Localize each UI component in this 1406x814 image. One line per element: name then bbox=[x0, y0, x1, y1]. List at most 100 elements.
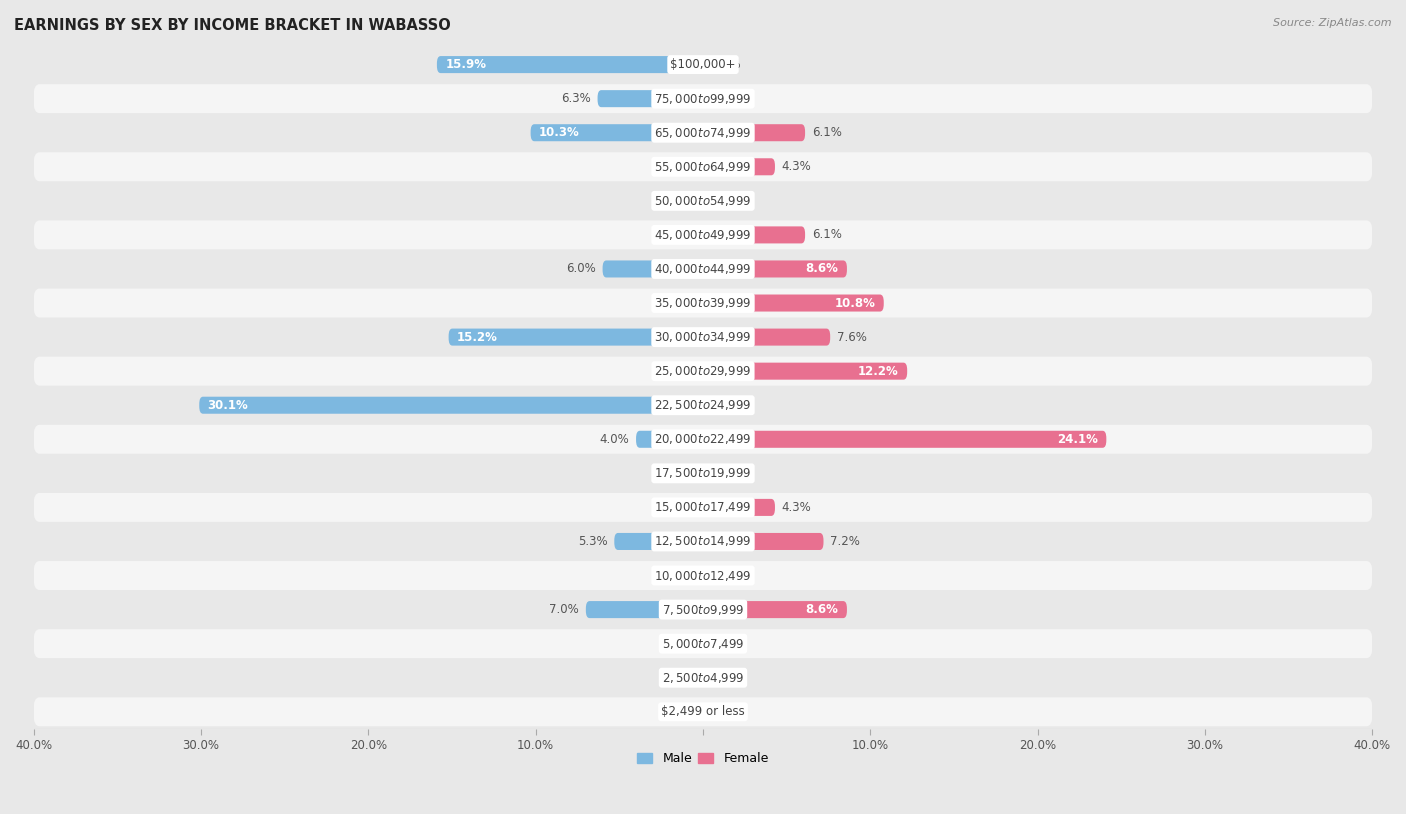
Text: $65,000 to $74,999: $65,000 to $74,999 bbox=[654, 125, 752, 140]
FancyBboxPatch shape bbox=[449, 329, 703, 346]
FancyBboxPatch shape bbox=[34, 459, 1372, 488]
FancyBboxPatch shape bbox=[703, 465, 709, 482]
Text: $22,500 to $24,999: $22,500 to $24,999 bbox=[654, 398, 752, 412]
FancyBboxPatch shape bbox=[34, 493, 1372, 522]
FancyBboxPatch shape bbox=[34, 663, 1372, 692]
Text: 0.0%: 0.0% bbox=[665, 672, 695, 685]
FancyBboxPatch shape bbox=[703, 363, 907, 379]
FancyBboxPatch shape bbox=[34, 595, 1372, 624]
FancyBboxPatch shape bbox=[703, 669, 709, 686]
Text: $17,500 to $19,999: $17,500 to $19,999 bbox=[654, 466, 752, 480]
FancyBboxPatch shape bbox=[34, 391, 1372, 420]
FancyBboxPatch shape bbox=[34, 84, 1372, 113]
Text: $5,000 to $7,499: $5,000 to $7,499 bbox=[662, 637, 744, 650]
FancyBboxPatch shape bbox=[34, 186, 1372, 216]
Text: $100,000+: $100,000+ bbox=[671, 58, 735, 71]
FancyBboxPatch shape bbox=[697, 295, 703, 312]
Text: $35,000 to $39,999: $35,000 to $39,999 bbox=[654, 296, 752, 310]
Text: 0.0%: 0.0% bbox=[711, 467, 741, 479]
FancyBboxPatch shape bbox=[34, 288, 1372, 317]
FancyBboxPatch shape bbox=[598, 90, 703, 107]
FancyBboxPatch shape bbox=[703, 601, 846, 618]
FancyBboxPatch shape bbox=[34, 50, 1372, 79]
FancyBboxPatch shape bbox=[697, 363, 703, 379]
Text: $7,500 to $9,999: $7,500 to $9,999 bbox=[662, 602, 744, 616]
FancyBboxPatch shape bbox=[697, 192, 703, 209]
Text: 10.3%: 10.3% bbox=[538, 126, 579, 139]
FancyBboxPatch shape bbox=[697, 669, 703, 686]
Text: 6.1%: 6.1% bbox=[811, 229, 842, 242]
FancyBboxPatch shape bbox=[703, 499, 775, 516]
FancyBboxPatch shape bbox=[614, 533, 703, 550]
Text: 0.0%: 0.0% bbox=[665, 365, 695, 378]
Text: 0.0%: 0.0% bbox=[665, 296, 695, 309]
FancyBboxPatch shape bbox=[703, 125, 806, 142]
Text: 15.9%: 15.9% bbox=[446, 58, 486, 71]
FancyBboxPatch shape bbox=[703, 703, 709, 720]
Text: 0.0%: 0.0% bbox=[665, 229, 695, 242]
Text: 4.0%: 4.0% bbox=[599, 433, 630, 446]
FancyBboxPatch shape bbox=[703, 567, 709, 584]
FancyBboxPatch shape bbox=[586, 601, 703, 618]
FancyBboxPatch shape bbox=[34, 118, 1372, 147]
FancyBboxPatch shape bbox=[697, 567, 703, 584]
Text: $12,500 to $14,999: $12,500 to $14,999 bbox=[654, 535, 752, 549]
FancyBboxPatch shape bbox=[34, 698, 1372, 726]
Text: 30.1%: 30.1% bbox=[208, 399, 249, 412]
FancyBboxPatch shape bbox=[703, 158, 775, 175]
FancyBboxPatch shape bbox=[34, 629, 1372, 659]
Text: $20,000 to $22,499: $20,000 to $22,499 bbox=[654, 432, 752, 446]
Text: 6.3%: 6.3% bbox=[561, 92, 591, 105]
FancyBboxPatch shape bbox=[697, 703, 703, 720]
Text: 0.0%: 0.0% bbox=[665, 467, 695, 479]
Text: 7.2%: 7.2% bbox=[830, 535, 860, 548]
Text: 4.3%: 4.3% bbox=[782, 160, 811, 173]
Text: 0.0%: 0.0% bbox=[665, 160, 695, 173]
Text: $40,000 to $44,999: $40,000 to $44,999 bbox=[654, 262, 752, 276]
FancyBboxPatch shape bbox=[703, 431, 1107, 448]
FancyBboxPatch shape bbox=[34, 425, 1372, 453]
FancyBboxPatch shape bbox=[697, 499, 703, 516]
FancyBboxPatch shape bbox=[34, 527, 1372, 556]
FancyBboxPatch shape bbox=[437, 56, 703, 73]
FancyBboxPatch shape bbox=[34, 152, 1372, 182]
FancyBboxPatch shape bbox=[703, 260, 846, 278]
FancyBboxPatch shape bbox=[603, 260, 703, 278]
FancyBboxPatch shape bbox=[697, 158, 703, 175]
FancyBboxPatch shape bbox=[34, 561, 1372, 590]
FancyBboxPatch shape bbox=[703, 192, 709, 209]
Text: 8.6%: 8.6% bbox=[806, 603, 838, 616]
FancyBboxPatch shape bbox=[530, 125, 703, 142]
FancyBboxPatch shape bbox=[34, 357, 1372, 386]
FancyBboxPatch shape bbox=[703, 56, 709, 73]
Text: 6.0%: 6.0% bbox=[567, 262, 596, 275]
Text: $25,000 to $29,999: $25,000 to $29,999 bbox=[654, 364, 752, 379]
Text: 0.0%: 0.0% bbox=[665, 501, 695, 514]
FancyBboxPatch shape bbox=[636, 431, 703, 448]
FancyBboxPatch shape bbox=[703, 635, 709, 652]
Text: $15,000 to $17,499: $15,000 to $17,499 bbox=[654, 501, 752, 514]
Text: $30,000 to $34,999: $30,000 to $34,999 bbox=[654, 330, 752, 344]
Text: 0.0%: 0.0% bbox=[711, 569, 741, 582]
FancyBboxPatch shape bbox=[697, 635, 703, 652]
Text: $2,500 to $4,999: $2,500 to $4,999 bbox=[662, 671, 744, 685]
FancyBboxPatch shape bbox=[34, 322, 1372, 352]
Text: EARNINGS BY SEX BY INCOME BRACKET IN WABASSO: EARNINGS BY SEX BY INCOME BRACKET IN WAB… bbox=[14, 18, 451, 33]
Text: 0.0%: 0.0% bbox=[711, 705, 741, 718]
Text: 24.1%: 24.1% bbox=[1057, 433, 1098, 446]
Text: 0.0%: 0.0% bbox=[711, 58, 741, 71]
FancyBboxPatch shape bbox=[200, 396, 703, 414]
Text: 0.0%: 0.0% bbox=[665, 705, 695, 718]
Text: 4.3%: 4.3% bbox=[782, 501, 811, 514]
Text: 0.0%: 0.0% bbox=[711, 672, 741, 685]
Text: 6.1%: 6.1% bbox=[811, 126, 842, 139]
Text: 5.3%: 5.3% bbox=[578, 535, 607, 548]
FancyBboxPatch shape bbox=[697, 226, 703, 243]
Text: 0.0%: 0.0% bbox=[711, 195, 741, 208]
FancyBboxPatch shape bbox=[703, 533, 824, 550]
FancyBboxPatch shape bbox=[34, 255, 1372, 283]
Text: Source: ZipAtlas.com: Source: ZipAtlas.com bbox=[1274, 18, 1392, 28]
Text: 0.0%: 0.0% bbox=[665, 569, 695, 582]
Text: $10,000 to $12,499: $10,000 to $12,499 bbox=[654, 568, 752, 583]
FancyBboxPatch shape bbox=[703, 329, 830, 346]
